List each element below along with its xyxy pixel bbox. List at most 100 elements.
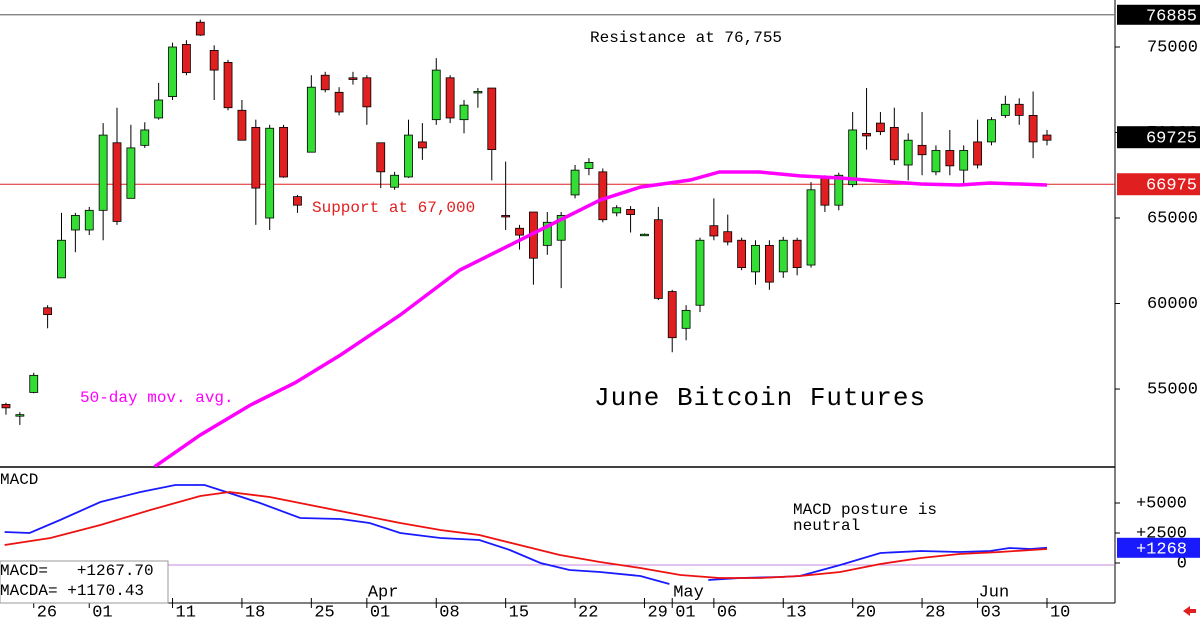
candle-body [903,139,913,166]
candle-body [556,215,566,241]
candle-body [431,69,441,121]
chart-title: June Bitcoin Futures [594,383,926,413]
resistance-value: 76885 [1146,7,1197,26]
readout-box [0,560,169,604]
candle-body [209,50,219,71]
candle-body [112,142,122,222]
candle-body [764,244,774,283]
x-tick-label: 13 [786,603,806,622]
candle-body [251,126,261,189]
macd-last-box [1117,537,1200,558]
last-price-box [1117,126,1200,149]
x-tick-label: 03 [981,603,1001,622]
candle-body [15,414,25,417]
x-tick-label: 26 [37,603,57,622]
candle-body [182,44,191,74]
support-label: Support at 67,000 [312,199,475,217]
x-tick-label: 06 [717,603,737,622]
ma-label: 50-day mov. avg. [80,389,234,407]
candle-body [43,307,53,316]
candle-body [542,221,552,246]
y-tick-label: 60000 [1147,295,1198,314]
macd-annotation: neutral [793,517,860,535]
scroll-arrow[interactable] [1183,606,1196,616]
candle-body [862,132,871,137]
candle-body [640,233,649,237]
month-label: Apr [368,583,399,602]
macd-panel [0,484,1115,585]
candle-body [320,74,330,91]
candle-body [126,147,136,199]
candle-body [709,225,719,237]
candle-body [140,129,150,146]
candle-body [1028,115,1038,143]
candle-body [1014,103,1024,116]
candle-body [667,291,677,339]
candle-body [695,239,705,306]
candle-body [487,87,497,151]
candle-body [70,215,80,231]
candle-body [293,196,302,206]
macd-annotation: MACD posture is [793,501,937,519]
resistance-label: Resistance at 76,755 [590,29,782,47]
labels: Resistance at 76,755 Support at 67,000 5… [0,4,1200,622]
candle-body [1042,134,1052,141]
candle-body [1000,103,1010,116]
candle-body [778,239,788,273]
candle-body [237,109,247,141]
candle-body [737,239,747,269]
candle-body [584,162,594,169]
candle-body [376,142,386,173]
candle-body [653,219,663,299]
x-tick-label: 08 [439,603,459,622]
x-tick-label: 18 [245,603,265,622]
candle-body [570,169,580,196]
macd-tick-label: +5000 [1136,494,1187,513]
candle-body [417,141,427,149]
x-tick-label: 29 [647,603,667,622]
candle-body [917,144,927,156]
candle-body [681,309,691,329]
candle-body [751,244,760,273]
candle-body [306,86,316,153]
candle-body [265,127,275,219]
candle-body [515,227,524,236]
candle-body [279,126,288,178]
macd-readout: MACDA= +1170.43 [0,582,144,600]
candle-body [820,177,830,206]
macd-readout: MACD= +1267.70 [0,562,154,580]
candle-body [223,61,233,109]
support-box [1117,173,1200,196]
candle-body [404,134,413,178]
candle-body [195,21,205,36]
y-tick-label: 65000 [1147,209,1198,228]
macd-title: MACD [0,471,38,489]
month-label: May [673,583,704,602]
candle-body [931,150,941,173]
candle-body [57,239,66,279]
candle-body [792,239,802,269]
candle-body [390,174,400,188]
candle-body [612,207,622,214]
candle-body [154,99,164,119]
price-panel [0,19,1115,467]
candle-body [945,150,955,167]
x-tick-label: 15 [509,603,529,622]
candle-body [987,119,996,143]
resistance-box [1117,4,1200,25]
x-tick-label: 25 [314,603,334,622]
x-tick-label: 01 [675,603,695,622]
candle-body [723,231,733,243]
candle-body [98,134,108,211]
candle-body [834,174,844,206]
moving-average [153,170,1048,467]
candle-body [876,122,885,133]
candle-body [806,189,816,266]
x-tick-label: 22 [578,603,598,622]
candle-body [889,126,899,161]
y-tick-label: 75000 [1147,38,1198,57]
candle-body [626,209,635,215]
last-price-value: 69725 [1146,130,1197,149]
